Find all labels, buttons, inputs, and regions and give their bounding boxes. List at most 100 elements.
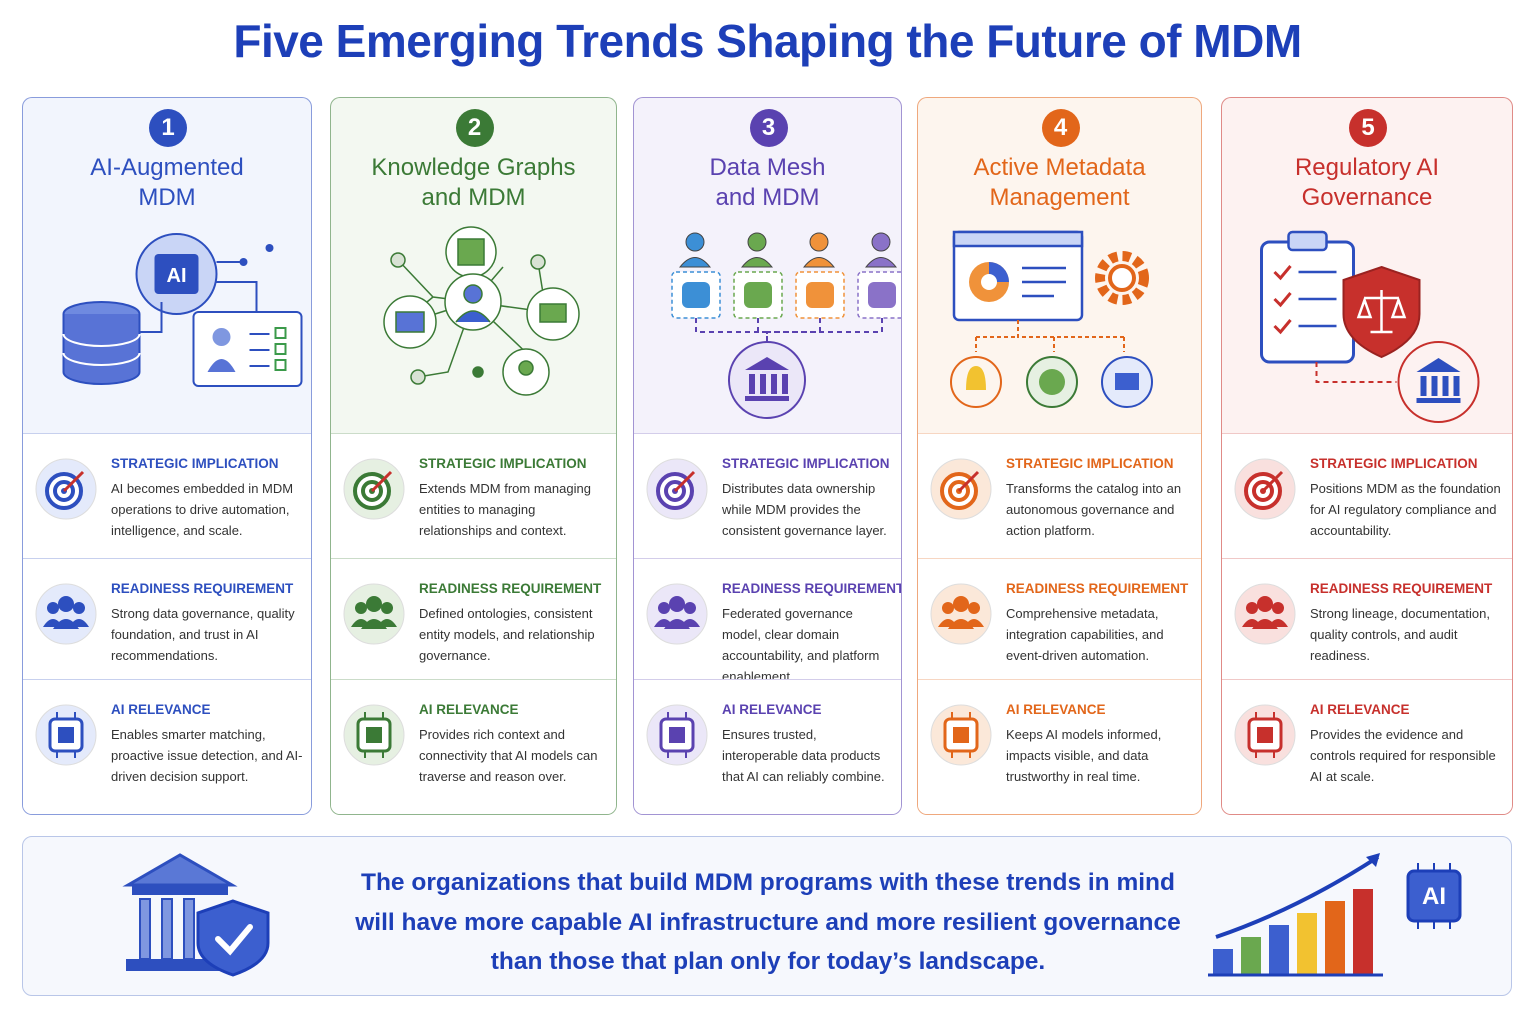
section-heading: STRATEGIC IMPLICATION [1310,456,1478,471]
section-heading: READINESS REQUIREMENT [1310,581,1493,596]
trend-title-line: Knowledge Graphs [371,154,576,181]
section-text: Strong data governance, quality foundati… [111,606,295,663]
section-text: Provides rich context and connectivity t… [419,727,598,784]
trend-title: Active Metadata Management [918,153,1201,213]
trend-section: READINESS REQUIREMENT Federated governanc… [634,558,902,684]
trend-section: AI RELEVANCE Provides the evidence and co… [1222,679,1512,814]
trend-title: Data Mesh and MDM [634,153,901,213]
section-icon [35,583,97,645]
trend-title: AI-Augmented MDM [23,153,311,213]
section-icon [1234,583,1296,645]
section-icon [343,458,405,520]
trend-section: STRATEGIC IMPLICATION AI becomes embedded… [23,433,311,559]
trend-section: AI RELEVANCE Ensures trusted, interoperab… [634,679,901,814]
bank-shield-icon [122,853,270,977]
section-icon [646,458,708,520]
trend-section: READINESS REQUIREMENT Comprehensive metad… [918,558,1201,680]
section-text: AI becomes embedded in MDM operations to… [111,481,294,538]
section-icon [646,583,708,645]
trend-title-line: and MDM [421,184,526,211]
section-heading: AI RELEVANCE [419,702,519,717]
section-icon [35,704,97,766]
trend-card: 1 AI-Augmented MDM AI STRATEGIC IMPLICATIO… [22,97,312,815]
section-text: Ensures trusted, interoperable data prod… [722,727,885,784]
section-heading: STRATEGIC IMPLICATION [722,456,890,471]
section-heading: STRATEGIC IMPLICATION [1006,456,1174,471]
section-icon [343,583,405,645]
section-icon [930,458,992,520]
section-text: Keeps AI models informed, impacts visibl… [1006,727,1162,784]
section-icon [1234,458,1296,520]
section-heading: READINESS REQUIREMENT [111,581,294,596]
trend-illustration [383,226,580,396]
trend-title: Regulatory AI Governance [1222,153,1512,213]
section-heading: AI RELEVANCE [1006,702,1106,717]
trend-title-line: MDM [138,184,196,211]
trend-title-line: AI-Augmented [90,154,244,181]
section-heading: STRATEGIC IMPLICATION [419,456,587,471]
section-text: Federated governance model, clear domain… [722,606,880,684]
chip-label: AI [167,265,187,287]
trend-number: 3 [749,109,788,147]
section-icon [646,704,708,766]
section-text: Enables smarter matching, proactive issu… [111,727,303,784]
trend-section: AI RELEVANCE Provides rich context and co… [331,679,616,814]
trend-illustration [1260,230,1480,423]
trend-illustration: AI [62,233,303,387]
footer-line: will have more capable AI infrastructure… [355,908,1181,936]
section-heading: STRATEGIC IMPLICATION [111,456,279,471]
trend-card: 3 Data Mesh and MDM STRATEGIC IMPLICATION D… [633,97,902,815]
trend-section: READINESS REQUIREMENT Defined ontologies,… [331,558,616,680]
footer-line: The organizations that build MDM program… [361,869,1175,896]
section-text: Positions MDM as the foundation for AI r… [1310,481,1501,538]
trend-section: READINESS REQUIREMENT Strong lineage, doc… [1222,558,1512,680]
trend-title-line: Governance [1301,184,1433,211]
section-icon [930,704,992,766]
trend-number: 1 [149,109,187,147]
section-heading: AI RELEVANCE [722,702,822,717]
section-heading: AI RELEVANCE [111,702,211,717]
trend-number: 4 [1041,109,1080,147]
section-text: Provides the evidence and controls requi… [1310,727,1496,784]
section-icon [930,583,992,645]
footer-line: than those that plan only for today’s la… [490,948,1046,975]
section-text: Comprehensive metadata, integration capa… [1006,606,1164,663]
trend-section: STRATEGIC IMPLICATION Distributes data ow… [634,433,901,559]
trend-title: Knowledge Graphs and MDM [331,153,616,213]
section-heading: READINESS REQUIREMENT [419,581,602,596]
trend-card: 2 Knowledge Graphs and MDM STRATEGIC IMPLI… [330,97,617,815]
growth-chart-icon: AI [1208,853,1462,977]
trend-illustration [671,232,901,419]
trend-section: AI RELEVANCE Keeps AI models informed, im… [918,679,1201,814]
section-heading: READINESS REQUIREMENT [722,581,902,596]
section-text: Transforms the catalog into an autonomou… [1006,481,1182,538]
trend-card: 5 Regulatory AI Governance STRATEGIC IMPLI… [1221,97,1513,815]
section-heading: READINESS REQUIREMENT [1006,581,1189,596]
trend-number: 2 [455,109,494,147]
trend-title-line: Data Mesh [709,154,826,181]
trend-section: READINESS REQUIREMENT Strong data governa… [23,558,311,680]
trend-title-line: Management [989,184,1130,211]
chip-label: AI [1422,883,1446,910]
section-text: Extends MDM from managing entities to ma… [419,481,591,538]
section-icon [1234,704,1296,766]
trend-section: STRATEGIC IMPLICATION Extends MDM from ma… [331,433,616,559]
trend-number: 5 [1349,109,1387,147]
trend-card: 4 Active Metadata Management STRATEGIC IMP… [917,97,1202,815]
trend-title-line: and MDM [715,184,820,211]
section-text: Distributes data ownership while MDM pro… [722,481,887,538]
page-title: Five Emerging Trends Shaping the Future … [233,15,1302,67]
trend-section: STRATEGIC IMPLICATION Transforms the cata… [918,433,1201,559]
section-text: Strong lineage, documentation, quality c… [1310,606,1490,663]
trend-title-line: Regulatory AI [1294,154,1440,181]
footer-text: The organizations that build MDM program… [323,863,1213,982]
footer-banner: The organizations that build MDM program… [22,836,1512,996]
trend-illustration [950,230,1153,408]
section-heading: AI RELEVANCE [1310,702,1410,717]
section-icon [35,458,97,520]
trend-title-line: Active Metadata [973,154,1146,181]
section-text: Defined ontologies, consistent entity mo… [419,606,595,663]
section-icon [343,704,405,766]
trend-section: AI RELEVANCE Enables smarter matching, pr… [23,679,311,814]
